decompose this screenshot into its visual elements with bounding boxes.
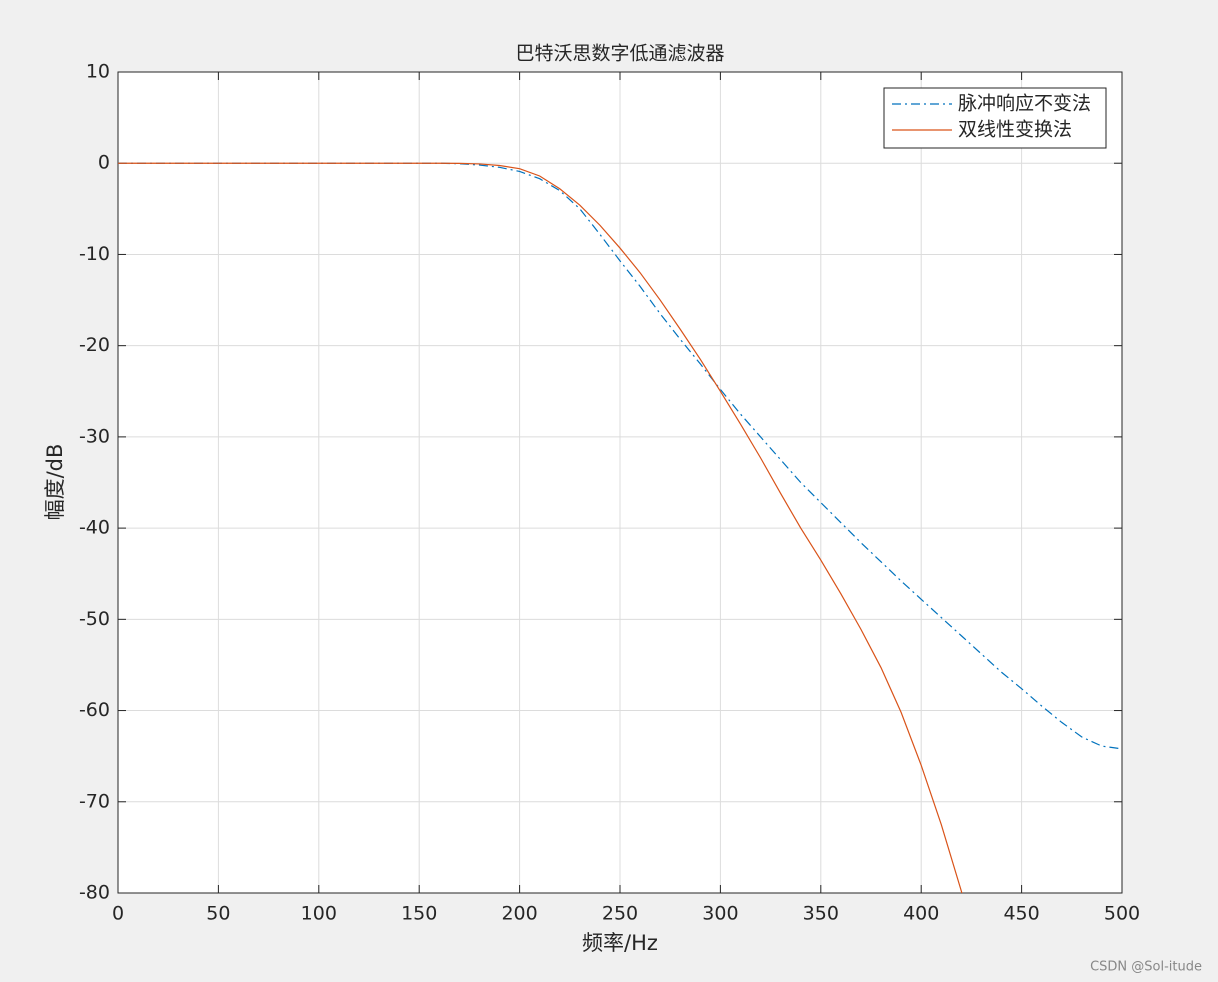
- watermark: CSDN @Sol-itude: [1090, 960, 1202, 975]
- y-tick-label: 0: [98, 152, 110, 174]
- legend-box: [883, 87, 1107, 149]
- y-tick-label: -30: [79, 425, 110, 447]
- x-tick-label: 100: [301, 903, 337, 925]
- x-tick-label: 250: [602, 903, 638, 925]
- x-axis-label: 频率/Hz: [582, 931, 658, 955]
- y-tick-label: -50: [79, 608, 110, 630]
- axes-box: [117, 71, 1123, 894]
- legend-label: 双线性变换法: [958, 119, 1072, 141]
- y-tick-label: 10: [86, 61, 110, 83]
- x-tick-label: 400: [903, 903, 939, 925]
- y-tick-label: -80: [79, 882, 110, 904]
- y-tick-label: -40: [79, 517, 110, 539]
- legend-label: 脉冲响应不变法: [958, 93, 1091, 115]
- line: [118, 162, 1122, 750]
- x-tick-label: 450: [1003, 903, 1039, 925]
- x-tick-label: 50: [206, 903, 230, 925]
- chart-title: 巴特沃思数字低通滤波器: [515, 43, 724, 65]
- x-tick-label: 500: [1104, 903, 1140, 925]
- y-tick-label: -20: [79, 334, 110, 356]
- x-tick-label: 150: [401, 903, 437, 925]
- lines: [118, 162, 1122, 893]
- x-tick-label: 200: [501, 903, 537, 925]
- y-tick-label: -60: [79, 699, 110, 721]
- x-tick-label: 300: [702, 903, 738, 925]
- line: [118, 162, 963, 893]
- y-tick-label: -10: [79, 243, 110, 265]
- y-axis-label: 幅度/dB: [43, 444, 67, 521]
- y-tick-label: -70: [79, 790, 110, 812]
- x-tick-label: 350: [803, 903, 839, 925]
- x-tick-label: 0: [112, 903, 124, 925]
